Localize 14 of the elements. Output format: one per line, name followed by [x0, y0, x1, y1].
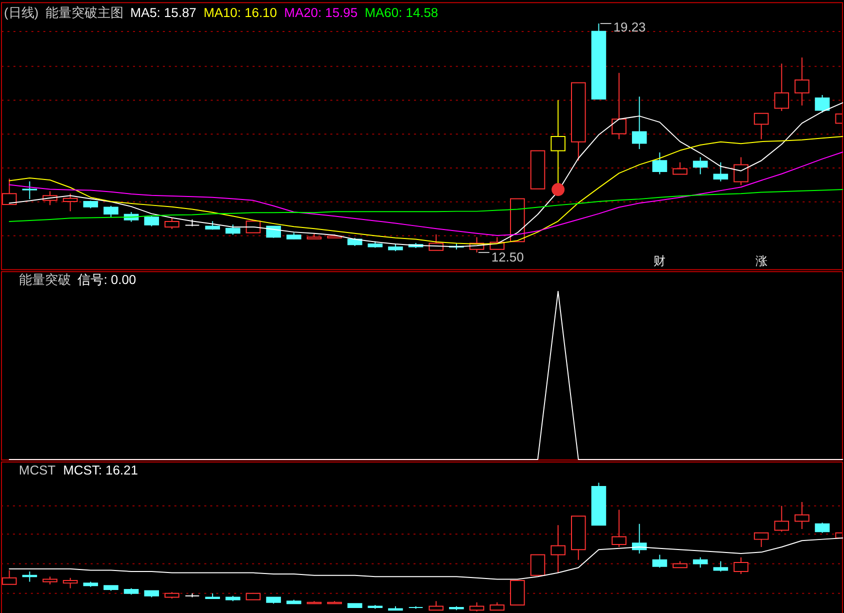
text: MA20: 15.95: [284, 5, 358, 20]
chart-title: MCST: [18, 462, 56, 478]
annotation: 19.23: [613, 19, 646, 34]
chart-title: (日线): [4, 5, 39, 20]
text: MA60: 14.58: [364, 5, 438, 20]
chart-subtitle: 能量突破主图: [45, 5, 124, 20]
chart-title: 能量突破: [18, 272, 71, 288]
text: MA10: 16.10: [204, 5, 277, 20]
annotation: 12.50: [491, 249, 524, 264]
annotation: 涨: [755, 254, 768, 268]
annotation: 财: [654, 254, 666, 268]
text: MCST: 16.21: [63, 462, 138, 478]
text: 信号: 0.00: [78, 272, 136, 288]
text: MA5: 15.87: [130, 5, 196, 20]
